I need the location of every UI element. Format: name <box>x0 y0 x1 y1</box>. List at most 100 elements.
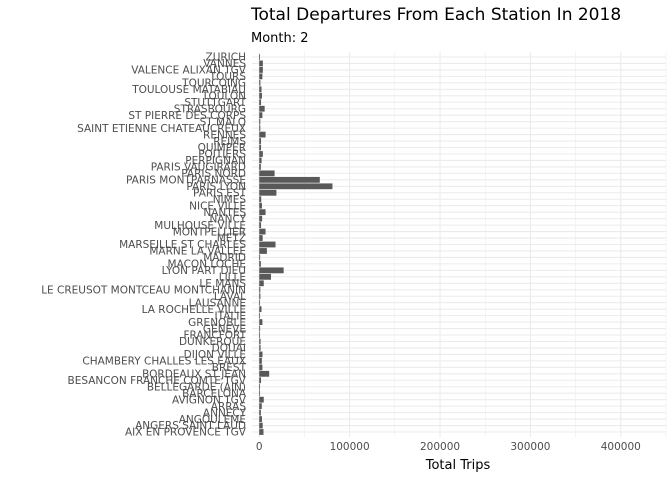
x-tick-label: 200000 <box>420 441 460 453</box>
y-tick-label: LE CREUSOT MONTCEAU MONTCHANIN <box>41 284 246 296</box>
bar <box>259 312 261 319</box>
bar <box>259 396 264 403</box>
bar <box>259 92 262 99</box>
bar <box>259 286 261 293</box>
bar <box>259 209 266 216</box>
bar <box>259 151 263 157</box>
bar <box>259 299 261 306</box>
y-tick-label: NICE VILLE <box>189 200 246 212</box>
bar <box>259 157 262 164</box>
bar <box>259 260 261 267</box>
y-tick-label: VALENCE ALIXAN TGV <box>131 65 247 77</box>
y-tick-label: ITALIE <box>215 310 246 322</box>
y-tick-label: RENNES <box>203 129 246 141</box>
x-tick-label: 300000 <box>510 441 550 453</box>
y-tick-label: PARIS LYON <box>186 181 246 193</box>
y-tick-label: DUNKERQUE <box>179 336 246 348</box>
y-tick-label: PARIS EST <box>193 187 247 199</box>
bar <box>259 86 262 93</box>
y-tick-label: POITIERS <box>198 149 246 161</box>
x-axis-ticks: 0 100000 200000 300000 400000 <box>256 441 641 453</box>
bar <box>259 351 263 358</box>
y-tick-label: MACON LOCHE <box>168 259 246 271</box>
y-tick-label: VANNES <box>203 58 246 70</box>
bar <box>259 99 262 106</box>
y-tick-label: BESANCON FRANCHE COMTE TGV <box>68 375 247 387</box>
bar <box>259 409 261 416</box>
bar <box>259 79 261 86</box>
bar <box>259 73 263 80</box>
bar <box>259 332 261 338</box>
y-tick-label: NIMES <box>213 194 247 206</box>
y-tick-label: PARIS VAUGIRARD <box>151 162 246 174</box>
y-tick-label: ANGOULEME <box>179 414 246 426</box>
bar <box>259 293 261 300</box>
bar <box>259 196 262 203</box>
y-tick-label: LA ROCHELLE VILLE <box>142 304 246 316</box>
bar <box>259 118 261 125</box>
bar <box>259 215 263 222</box>
y-tick-label: SAINT ETIENNE CHATEAUCREUX <box>77 123 246 135</box>
bar <box>259 138 262 144</box>
y-tick-label: LAVAL <box>214 291 246 303</box>
y-tick-label: STRASBOURG <box>174 103 246 115</box>
y-tick-label: TOULON <box>201 90 246 102</box>
y-tick-label: AVIGNON TGV <box>172 394 247 406</box>
y-tick-label: AIX EN PROVENCE TGV <box>125 427 247 439</box>
bar <box>259 125 261 132</box>
y-tick-label: GRENOBLE <box>188 317 246 329</box>
y-tick-label: METZ <box>217 233 246 245</box>
bar <box>259 131 266 138</box>
bar <box>259 345 261 351</box>
bar <box>259 164 261 170</box>
y-tick-label: PERPIGNAN <box>185 155 246 167</box>
x-tick-label: 400000 <box>601 441 641 453</box>
y-tick-label: LE MANS <box>199 278 246 290</box>
bar <box>259 273 271 280</box>
bar <box>259 241 276 248</box>
y-tick-label: TOURCOING <box>181 78 246 90</box>
y-tick-label: MARNE LA VALLEE <box>149 246 246 258</box>
bar <box>259 306 262 313</box>
bar <box>259 267 284 274</box>
bar <box>259 416 262 422</box>
bar <box>259 254 261 261</box>
bar <box>259 390 261 397</box>
bar <box>259 67 263 73</box>
bars <box>259 54 333 435</box>
bar <box>259 176 320 183</box>
bar <box>259 370 270 377</box>
y-tick-label: ZURICH <box>206 52 247 64</box>
y-tick-label: NANTES <box>203 207 246 219</box>
x-tick-label: 100000 <box>330 441 370 453</box>
bar <box>259 383 261 390</box>
y-tick-label: BORDEAUX ST JEAN <box>142 369 246 381</box>
bar <box>259 144 262 151</box>
y-tick-label: PARIS NORD <box>181 168 246 180</box>
bar <box>259 338 261 345</box>
bar <box>259 183 333 190</box>
bar <box>259 112 263 119</box>
y-tick-label: NANCY <box>210 213 247 225</box>
bar <box>259 228 266 235</box>
bar <box>259 357 262 364</box>
bar <box>259 105 265 112</box>
y-tick-label: ARRAS <box>211 401 247 413</box>
y-tick-label: DOUAI <box>212 343 246 355</box>
bar <box>259 377 262 384</box>
chart-subtitle: Month: 2 <box>251 31 309 46</box>
y-tick-label: BREST <box>212 362 247 374</box>
x-axis-title: Total Trips <box>425 458 491 473</box>
chart-title: Total Departures From Each Station In 20… <box>250 5 621 25</box>
y-tick-label: MADRID <box>203 252 246 264</box>
y-tick-label: LILLE <box>219 272 246 284</box>
y-tick-label: QUIMPER <box>198 142 246 154</box>
y-tick-label: LYON PART DIEU <box>162 265 246 277</box>
y-tick-label: ANNECY <box>203 407 247 419</box>
y-tick-label: ST MALO <box>200 116 246 128</box>
y-tick-label: BARCELONA <box>182 388 247 400</box>
bar <box>259 429 264 435</box>
bar <box>259 54 261 60</box>
bar <box>259 235 263 241</box>
